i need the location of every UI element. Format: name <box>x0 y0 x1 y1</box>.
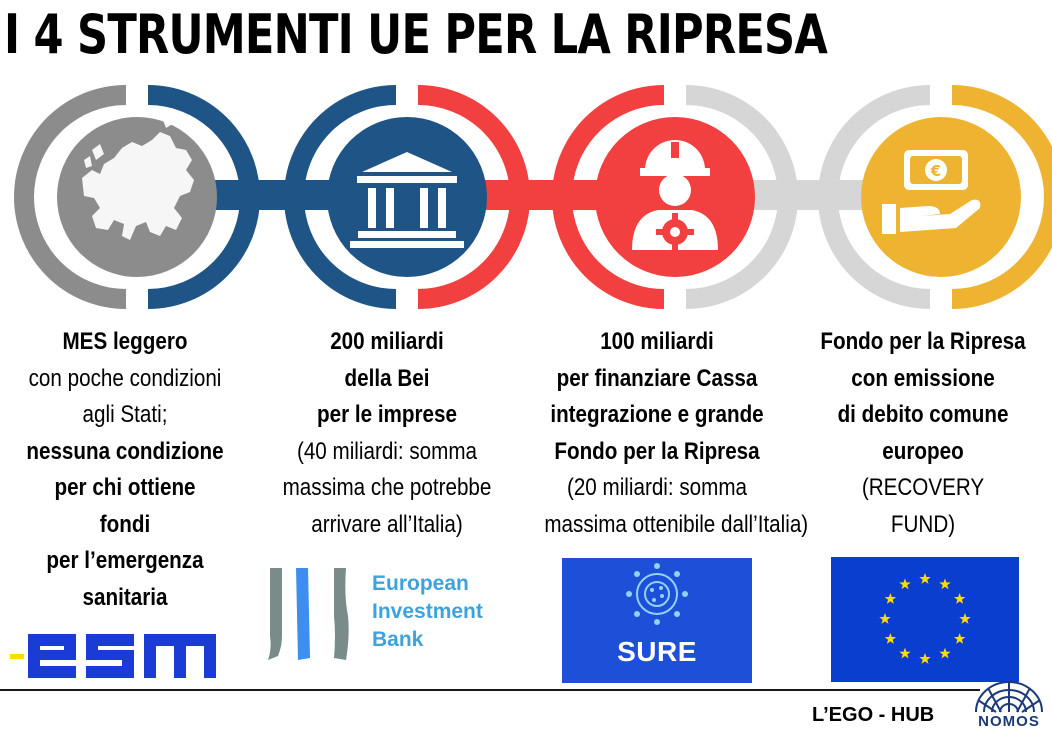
connector-blue-red <box>470 180 600 210</box>
text-line: nessuna condizione <box>26 437 224 465</box>
eu-star-icon <box>953 593 966 604</box>
eib-wordmark: European Investment Bank <box>372 570 520 654</box>
europe-map-icon <box>82 108 194 240</box>
text-line: (RECOVERY <box>861 474 985 501</box>
text-line: sanitaria <box>82 583 168 611</box>
nomos-wordmark: NOMOS <box>978 713 1040 730</box>
text-line: integrazione e grande <box>550 401 764 428</box>
eu-star-icon <box>899 647 911 659</box>
text-line: con emissione <box>851 364 995 392</box>
text-line: della Bei <box>344 364 430 392</box>
eu-flag-icon <box>831 557 1019 682</box>
tool-text-sure: 100 miliardi per finanziare Cassa integr… <box>544 324 809 543</box>
text-line: per finanziare Cassa <box>556 364 758 392</box>
circle-sure <box>552 85 798 309</box>
svg-text:€: € <box>930 162 941 180</box>
text-line: Fondo per la Ripresa <box>554 437 760 465</box>
eu-star-icon <box>939 647 951 659</box>
connector-gray-blue <box>200 180 330 210</box>
eu-star-icon <box>939 578 951 590</box>
page-title: I 4 STRUMENTI UE PER LA RIPRESA <box>4 3 828 66</box>
tool-text-bei: 200 miliardi della Bei per le imprese (4… <box>274 324 499 543</box>
eu-star-icon <box>919 573 931 584</box>
bank-building-icon <box>350 152 464 248</box>
text-line: agli Stati; <box>82 401 168 428</box>
connector-red-lightgray <box>735 180 865 210</box>
worker-helmet-gear-icon <box>632 140 718 251</box>
sure-logo: SURE <box>562 558 752 683</box>
sure-label: SURE <box>617 636 697 667</box>
text-line: di debito comune <box>837 401 1009 428</box>
eu-star-icon <box>884 593 897 604</box>
esm-logo <box>10 634 216 678</box>
text-line: MES leggero <box>62 328 188 355</box>
footer-credit: L’EGO - HUB <box>812 704 935 726</box>
eu-star-icon <box>919 653 931 664</box>
euro-banknote-hand-icon: € <box>882 150 981 234</box>
eib-logo: European Investment Bank <box>264 566 520 662</box>
text-line: europeo <box>882 437 964 465</box>
text-line: per chi ottiene <box>54 474 196 501</box>
text-line: massima ottenibile dall’Italia) <box>544 510 809 538</box>
nomos-logo: NOMOS <box>968 676 1050 732</box>
eu-star-icon <box>884 633 897 644</box>
tool-text-recovery: Fondo per la Ripresa con emissione di de… <box>810 324 1035 543</box>
eib-line: Bank <box>372 628 424 651</box>
eib-line: European <box>372 572 469 595</box>
eu-star-icon <box>879 613 891 624</box>
eu-star-icon <box>953 633 966 644</box>
circle-mes <box>14 85 260 309</box>
eib-mark-icon <box>268 568 349 660</box>
text-line: 100 miliardi <box>600 328 714 355</box>
circle-recovery: € <box>818 85 1052 309</box>
text-line: FUND) <box>890 510 956 538</box>
text-line: arrivare all’Italia) <box>311 510 463 538</box>
text-line: massima che potrebbe <box>282 474 492 501</box>
eu-star-icon <box>959 613 971 624</box>
tool-text-mes: MES leggero con poche condizioni agli St… <box>12 324 237 616</box>
eib-line: Investment <box>372 600 483 623</box>
virus-icon <box>626 563 688 625</box>
eu-star-icon <box>899 578 911 590</box>
instruments-ring-chain: € <box>14 85 1052 309</box>
text-line: con poche condizioni <box>28 364 222 392</box>
circle-bei <box>284 85 530 309</box>
text-line: 200 miliardi <box>330 328 444 355</box>
text-line: per l’emergenza <box>46 547 204 574</box>
text-line: (40 miliardi: somma <box>296 437 478 465</box>
text-line: fondi <box>99 510 151 538</box>
text-line: (20 miliardi: somma <box>566 474 748 501</box>
footer-rule <box>0 689 980 691</box>
nomos-dome-icon <box>975 681 1043 713</box>
text-line: per le imprese <box>317 401 457 428</box>
text-line: Fondo per la Ripresa <box>820 328 1026 355</box>
